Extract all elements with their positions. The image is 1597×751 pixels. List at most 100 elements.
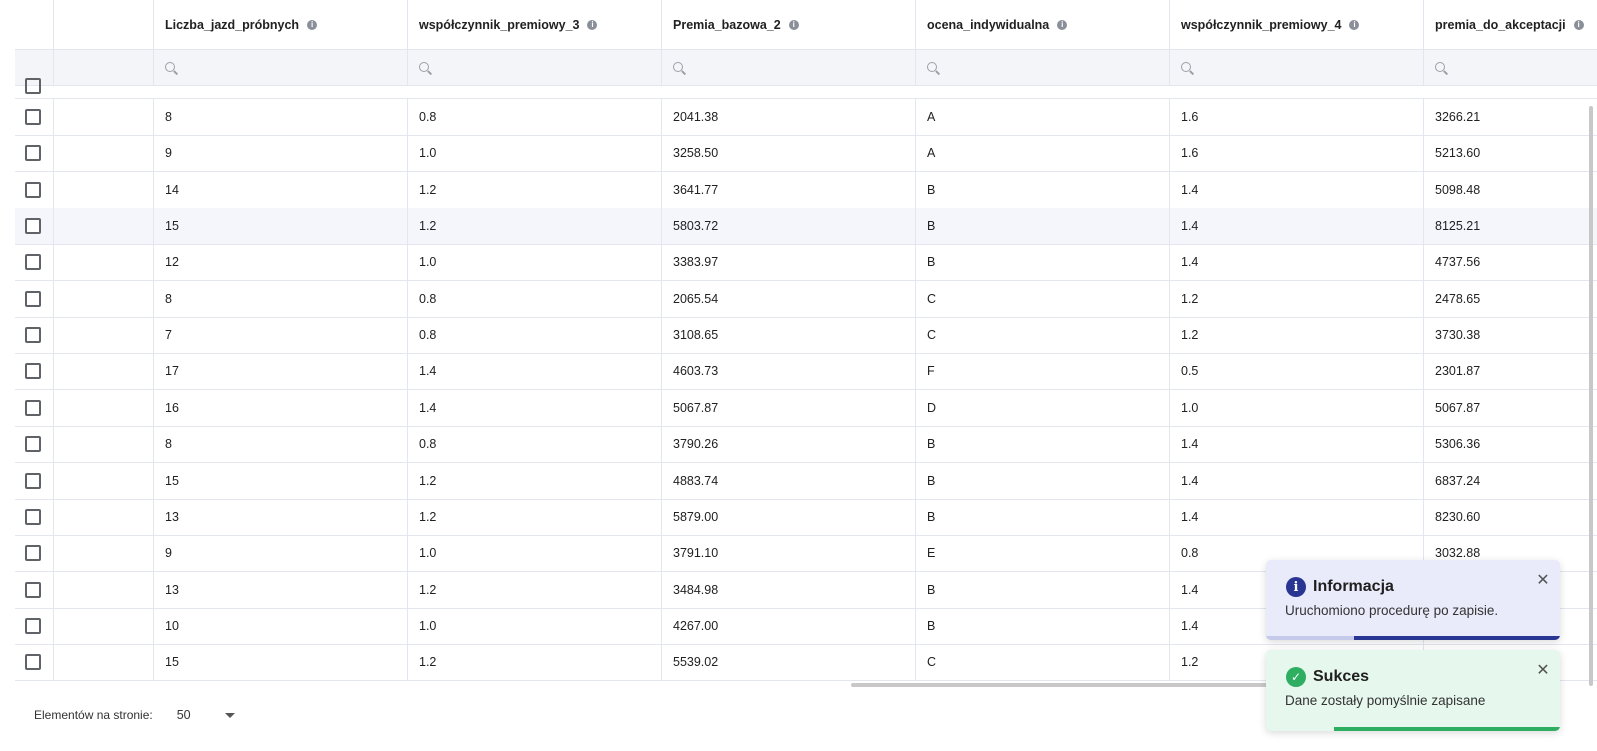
- row-checkbox[interactable]: [25, 545, 41, 562]
- column-header-premia[interactable]: Premia_bazowa_2 i: [661, 0, 915, 50]
- cell-wsp3[interactable]: 1.0: [407, 535, 661, 572]
- cell-wsp3[interactable]: 1.0: [407, 244, 661, 281]
- cell-wsp3[interactable]: 1.0: [407, 135, 661, 172]
- cell-ocena[interactable]: B: [915, 208, 1169, 245]
- cell-wsp4[interactable]: 1.4: [1169, 426, 1423, 463]
- cell-wsp4[interactable]: 1.2: [1169, 644, 1423, 681]
- cell-ocena[interactable]: B: [915, 571, 1169, 608]
- cell-ocena[interactable]: C: [915, 317, 1169, 354]
- row-checkbox[interactable]: [25, 654, 41, 671]
- column-header-wsp3[interactable]: współczynnik_premiowy_3 i: [407, 0, 661, 50]
- cell-wsp4[interactable]: 0.5: [1169, 353, 1423, 390]
- cell-akc[interactable]: 3032.88: [1423, 535, 1597, 572]
- page-size-select[interactable]: 50: [176, 708, 191, 722]
- row-checkbox[interactable]: [25, 181, 41, 198]
- cell-ocena[interactable]: B: [915, 607, 1169, 644]
- cell-premia[interactable]: 3258.50: [661, 135, 915, 172]
- row-checkbox[interactable]: [25, 218, 41, 235]
- info-circle-icon[interactable]: i: [307, 20, 318, 30]
- cell-ocena[interactable]: C: [915, 280, 1169, 317]
- cell-akc[interactable]: 6837.24: [1423, 462, 1597, 499]
- table-row[interactable]: 10 1.0 4267.00 B 1.4: [15, 607, 1597, 645]
- filter-input-ocena[interactable]: [915, 50, 1169, 86]
- cell-wsp4[interactable]: 1.4: [1169, 208, 1423, 245]
- row-checkbox[interactable]: [25, 581, 41, 598]
- cell-wsp3[interactable]: 0.8: [407, 426, 661, 463]
- cell-ocena[interactable]: B: [915, 498, 1169, 535]
- cell-premia[interactable]: 2065.54: [661, 280, 915, 317]
- cell-ocena[interactable]: E: [915, 535, 1169, 572]
- table-row[interactable]: 12 1.0 3383.97 B 1.4 4737.56: [15, 244, 1597, 282]
- cell-akc[interactable]: 5098.48: [1423, 171, 1597, 208]
- table-row[interactable]: 13 1.2 3484.98 B 1.4: [15, 571, 1597, 609]
- cell-liczba[interactable]: 10: [153, 607, 407, 644]
- cell-akc[interactable]: 5306.36: [1423, 426, 1597, 463]
- cell-liczba[interactable]: 8: [153, 426, 407, 463]
- info-circle-icon[interactable]: i: [1573, 20, 1584, 30]
- cell-premia[interactable]: 5067.87: [661, 389, 915, 426]
- cell-wsp4[interactable]: 0.8: [1169, 535, 1423, 572]
- table-row[interactable]: 16 1.4 5067.87 D 1.0 5067.87: [15, 389, 1597, 427]
- cell-premia[interactable]: 5539.02: [661, 644, 915, 681]
- cell-wsp4[interactable]: 1.2: [1169, 317, 1423, 354]
- table-row[interactable]: 8 0.8 2065.54 C 1.2 2478.65: [15, 280, 1597, 318]
- table-row[interactable]: 15 1.2 4883.74 B 1.4 6837.24: [15, 462, 1597, 500]
- cell-liczba[interactable]: 8: [153, 280, 407, 317]
- cell-liczba[interactable]: 15: [153, 462, 407, 499]
- cell-premia[interactable]: 3790.26: [661, 426, 915, 463]
- table-row[interactable]: 8 0.8 2041.38 A 1.6 3266.21: [15, 99, 1597, 136]
- cell-liczba[interactable]: 9: [153, 535, 407, 572]
- row-checkbox[interactable]: [25, 363, 41, 380]
- row-checkbox[interactable]: [25, 290, 41, 307]
- cell-liczba[interactable]: 15: [153, 208, 407, 245]
- cell-ocena[interactable]: F: [915, 353, 1169, 390]
- cell-premia[interactable]: 3484.98: [661, 571, 915, 608]
- cell-liczba[interactable]: 14: [153, 171, 407, 208]
- filter-input-akc[interactable]: [1423, 50, 1597, 86]
- table-row[interactable]: 13 1.2 5879.00 B 1.4 8230.60: [15, 498, 1597, 536]
- cell-akc[interactable]: 8125.21: [1423, 208, 1597, 245]
- cell-wsp4[interactable]: 1.6: [1169, 99, 1423, 135]
- cell-wsp3[interactable]: 1.2: [407, 208, 661, 245]
- row-checkbox[interactable]: [25, 436, 41, 453]
- cell-liczba[interactable]: 12: [153, 244, 407, 281]
- row-checkbox[interactable]: [25, 327, 41, 344]
- cell-akc[interactable]: 3266.21: [1423, 99, 1597, 135]
- cell-ocena[interactable]: B: [915, 462, 1169, 499]
- cell-premia[interactable]: 5803.72: [661, 208, 915, 245]
- column-header-ocena[interactable]: ocena_indywidualna i: [915, 0, 1169, 50]
- row-checkbox[interactable]: [25, 617, 41, 634]
- row-checkbox[interactable]: [25, 399, 41, 416]
- table-row[interactable]: 17 1.4 4603.73 F 0.5 2301.87: [15, 353, 1597, 391]
- info-circle-icon[interactable]: i: [788, 20, 799, 30]
- table-row[interactable]: 9 1.0 3258.50 A 1.6 5213.60: [15, 135, 1597, 173]
- cell-liczba[interactable]: 8: [153, 99, 407, 135]
- cell-premia[interactable]: 4267.00: [661, 607, 915, 644]
- cell-liczba[interactable]: 13: [153, 498, 407, 535]
- cell-ocena[interactable]: B: [915, 171, 1169, 208]
- row-checkbox[interactable]: [25, 78, 41, 94]
- filter-input-premia[interactable]: [661, 50, 915, 86]
- filter-input-wsp3[interactable]: [407, 50, 661, 86]
- cell-akc[interactable]: 4737.56: [1423, 244, 1597, 281]
- cell-ocena[interactable]: B: [915, 426, 1169, 463]
- cell-liczba[interactable]: 15: [153, 644, 407, 681]
- close-icon[interactable]: ✕: [1536, 662, 1550, 679]
- cell-wsp3[interactable]: 0.8: [407, 280, 661, 317]
- row-checkbox[interactable]: [25, 508, 41, 525]
- row-checkbox[interactable]: [25, 109, 41, 125]
- cell-ocena[interactable]: A: [915, 99, 1169, 135]
- cell-ocena[interactable]: D: [915, 389, 1169, 426]
- cell-wsp3[interactable]: 1.4: [407, 389, 661, 426]
- cell-wsp3[interactable]: 1.2: [407, 571, 661, 608]
- cell-wsp3[interactable]: 1.4: [407, 353, 661, 390]
- info-circle-icon[interactable]: i: [1349, 20, 1360, 30]
- cell-wsp4[interactable]: 1.4: [1169, 462, 1423, 499]
- table-row[interactable]: 8 0.8 3790.26 B 1.4 5306.36: [15, 426, 1597, 464]
- cell-premia[interactable]: 3791.10: [661, 535, 915, 572]
- cell-wsp3[interactable]: 1.0: [407, 607, 661, 644]
- cell-ocena[interactable]: A: [915, 135, 1169, 172]
- table-row[interactable]: 15 1.2 5803.72 B 1.4 8125.21: [15, 208, 1597, 246]
- cell-premia[interactable]: 4883.74: [661, 462, 915, 499]
- table-row[interactable]: 7 0.8 3108.65 C 1.2 3730.38: [15, 317, 1597, 355]
